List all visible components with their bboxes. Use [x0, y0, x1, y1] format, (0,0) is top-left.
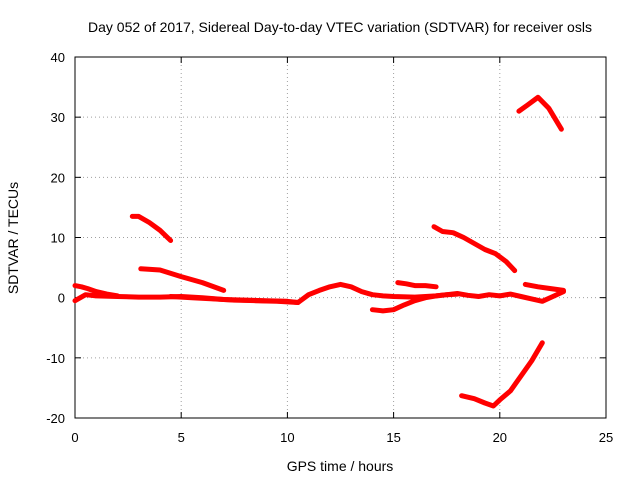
x-tick-label: 5: [178, 430, 185, 445]
series-line-s8: [431, 224, 518, 274]
x-tick-label: 20: [493, 430, 507, 445]
y-tick-label: 20: [51, 170, 65, 185]
y-tick-label: 0: [58, 291, 65, 306]
series-line-s7: [395, 280, 439, 290]
series-line-s5: [168, 294, 301, 305]
series-line-s9: [459, 340, 545, 409]
y-axis-label: SDTVAR / TECUs: [5, 182, 21, 294]
y-tick-label: -20: [46, 411, 65, 426]
series-line-s3: [129, 213, 174, 243]
y-tick-label: 10: [51, 231, 65, 246]
y-tick-label: 30: [51, 110, 65, 125]
x-axis-label: GPS time / hours: [287, 458, 394, 474]
ticks: 0 5 10 15 20 25 -20 -10 0 10 20 30 40: [46, 50, 613, 445]
x-tick-label: 10: [280, 430, 294, 445]
series-line-s11: [522, 281, 566, 293]
series-line-s2: [72, 283, 120, 299]
x-tick-label: 0: [71, 430, 78, 445]
series-group: [72, 94, 566, 409]
series-line-s1: [72, 281, 566, 305]
grid: [75, 57, 606, 418]
x-tick-label: 15: [386, 430, 400, 445]
series-line-s10: [516, 94, 564, 132]
chart-title: Day 052 of 2017, Sidereal Day-to-day VTE…: [88, 19, 592, 35]
plot-frame: [74, 56, 607, 419]
y-tick-label: -10: [46, 351, 65, 366]
y-tick-label: 40: [51, 50, 65, 65]
series-line-s6: [369, 291, 460, 314]
series-line-s4: [138, 266, 227, 293]
x-tick-label: 25: [599, 430, 613, 445]
